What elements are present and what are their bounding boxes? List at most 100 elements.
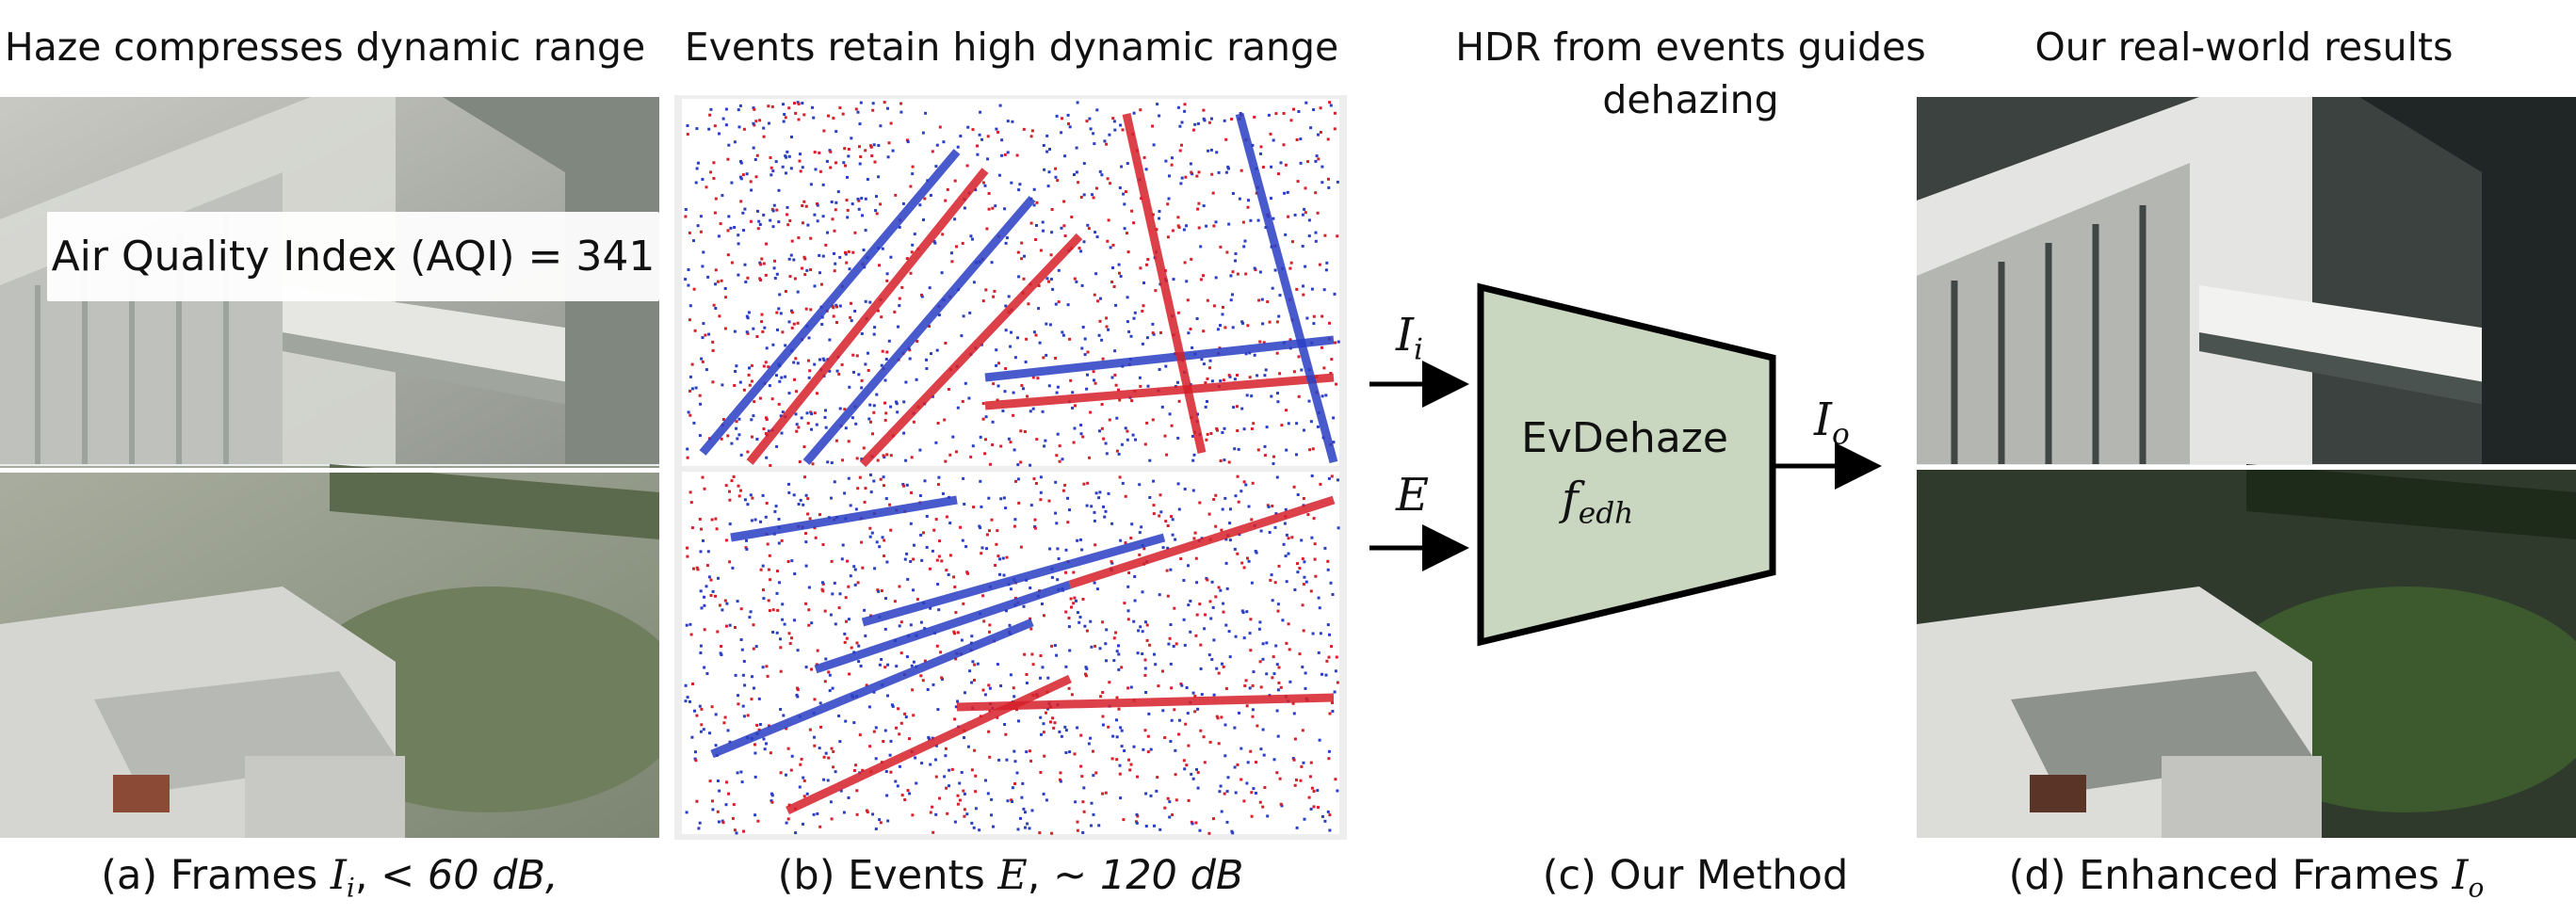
event-dot — [1126, 296, 1129, 299]
event-dot — [742, 229, 745, 233]
event-dot — [731, 566, 735, 570]
event-dot — [1110, 376, 1114, 379]
event-dot — [864, 197, 867, 201]
event-dot — [883, 418, 887, 422]
event-dot — [1079, 432, 1083, 436]
event-dot — [928, 737, 932, 741]
event-dot — [802, 776, 805, 779]
event-dot — [857, 207, 861, 211]
event-dot — [998, 557, 1002, 561]
event-dot — [1174, 538, 1177, 541]
event-dot — [1169, 740, 1173, 743]
event-dot — [902, 484, 906, 488]
event-dot — [1143, 673, 1147, 677]
event-dot — [782, 120, 786, 123]
event-dot — [873, 326, 877, 329]
event-dot — [880, 315, 883, 319]
event-dot — [913, 233, 916, 236]
event-dot — [1054, 167, 1058, 170]
event-dot — [847, 154, 851, 158]
event-dot — [994, 204, 997, 208]
event-dot — [1053, 721, 1057, 725]
event-dot — [939, 651, 943, 654]
event-dot — [1295, 779, 1298, 781]
event-dot — [718, 314, 721, 318]
event-dot — [1060, 226, 1063, 230]
event-dot — [925, 545, 929, 549]
event-dot — [1249, 218, 1253, 222]
event-dot — [717, 576, 720, 580]
event-dot — [1081, 326, 1085, 329]
event-dot — [807, 608, 811, 612]
event-dot — [1177, 732, 1181, 736]
event-dot — [838, 740, 842, 744]
event-dot — [1155, 228, 1158, 232]
event-dot — [1064, 610, 1068, 614]
event-dot — [746, 503, 750, 506]
event-dot — [1232, 406, 1236, 410]
event-dot — [758, 119, 762, 122]
event-dot — [1312, 517, 1316, 521]
event-dot — [1327, 655, 1331, 659]
event-dot — [1328, 712, 1332, 715]
event-dot — [944, 199, 948, 202]
caption-b: (b) Events E, ~ 120 dB — [777, 852, 1244, 899]
event-dot — [1117, 667, 1121, 671]
event-dot — [1029, 221, 1033, 225]
event-dot — [1016, 477, 1020, 481]
event-dot — [1060, 734, 1063, 738]
event-dot — [953, 717, 957, 721]
event-dot — [758, 396, 762, 400]
event-dot — [1236, 374, 1239, 377]
event-dot — [787, 320, 791, 324]
event-dot — [929, 194, 932, 197]
event-dot — [1142, 747, 1145, 751]
event-dot — [963, 503, 966, 506]
event-dot — [760, 313, 764, 316]
event-dot — [988, 709, 992, 713]
event-dot — [728, 623, 732, 627]
event-dot — [952, 630, 956, 634]
event-dot — [792, 258, 796, 262]
caption-c: (c) Our Method — [1542, 852, 1849, 899]
event-dot — [883, 401, 886, 405]
event-dot — [736, 771, 739, 775]
event-dot — [1170, 686, 1174, 690]
event-dot — [855, 641, 859, 645]
event-dot — [1215, 151, 1219, 154]
event-dot — [699, 230, 703, 233]
event-dot — [928, 286, 932, 290]
event-dot — [744, 281, 748, 283]
event-dot — [867, 705, 871, 709]
event-dot — [1085, 504, 1089, 507]
event-dot — [684, 699, 688, 703]
event-dot — [741, 673, 745, 677]
event-dot — [795, 693, 799, 697]
event-dot — [1064, 729, 1068, 732]
event-dot — [1138, 483, 1142, 487]
event-dot — [1300, 538, 1304, 542]
event-dot — [1333, 292, 1337, 296]
event-dot — [1280, 424, 1284, 427]
event-dot — [858, 122, 862, 126]
event-dot — [1199, 667, 1203, 670]
event-dot — [987, 207, 991, 211]
event-dot — [738, 104, 742, 107]
event-dot — [1129, 334, 1133, 338]
event-dot — [1249, 618, 1253, 621]
event-dot — [1224, 686, 1228, 690]
event-dot — [1139, 625, 1142, 629]
event-dot — [996, 715, 999, 719]
event-dot — [1132, 316, 1136, 320]
event-dot — [1096, 299, 1100, 303]
event-dot — [786, 223, 790, 227]
event-dot — [869, 474, 872, 476]
event-dot — [777, 402, 781, 406]
event-dot — [1242, 636, 1246, 640]
event-dot — [746, 450, 750, 454]
event-dot — [995, 348, 998, 352]
event-dot — [864, 229, 867, 233]
event-dot — [1251, 683, 1255, 687]
event-dot — [1259, 152, 1262, 155]
event-dot — [1280, 804, 1284, 808]
